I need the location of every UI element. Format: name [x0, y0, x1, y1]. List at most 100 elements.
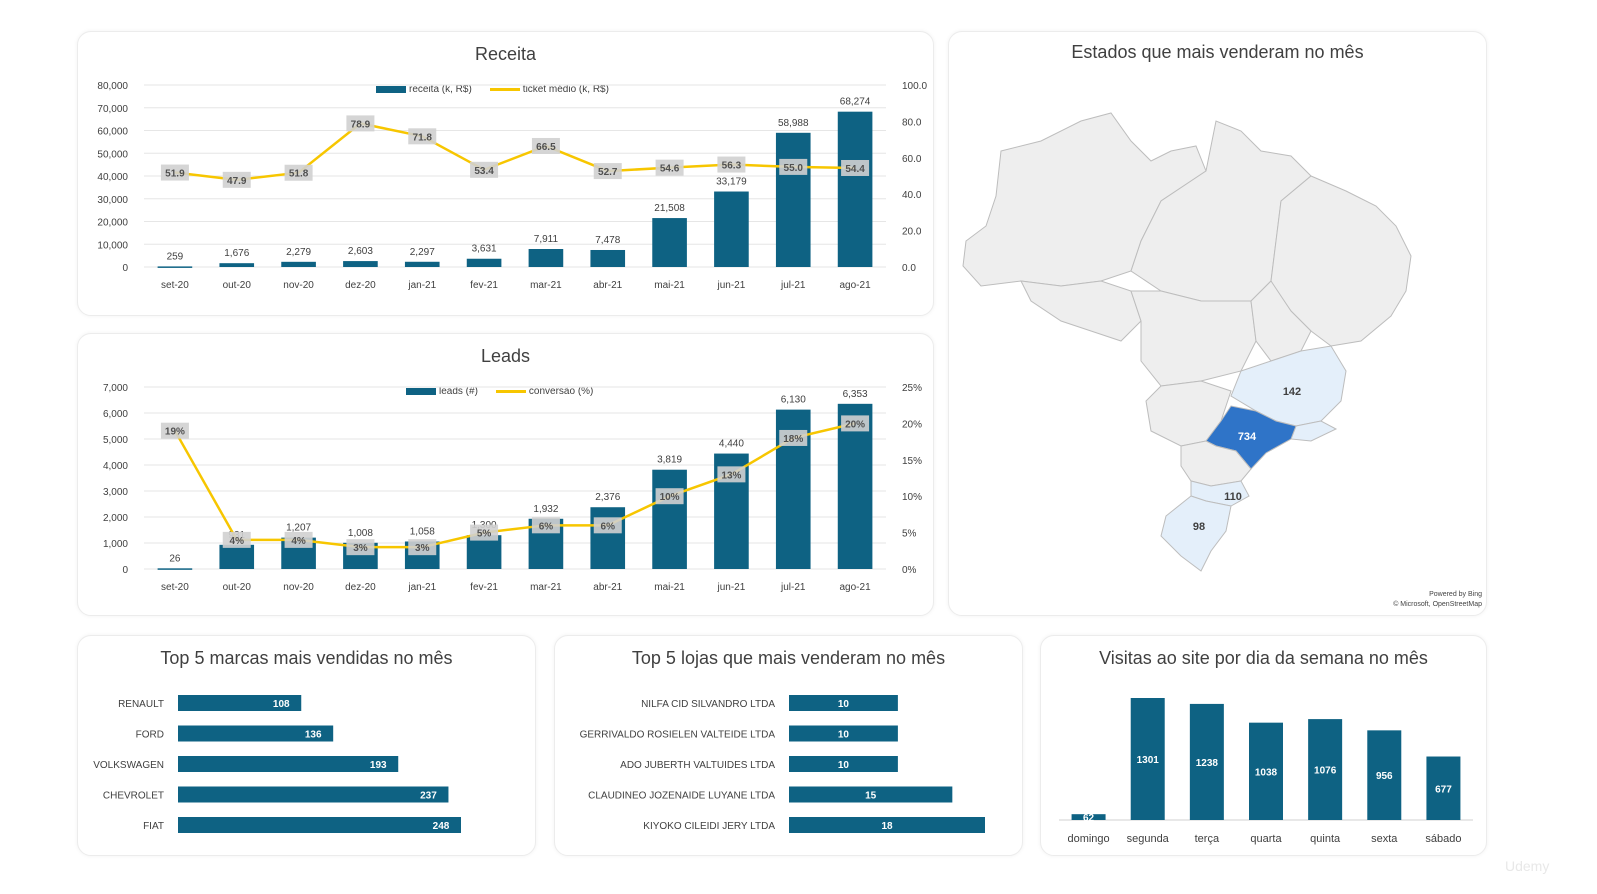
line-value-label: 4% — [230, 536, 245, 547]
x-tick-label: quinta — [1310, 833, 1341, 845]
line-value-label: 54.6 — [660, 164, 680, 175]
brazil-map: 734 142 110 98 — [962, 112, 1412, 572]
y-tick-label: 70,000 — [97, 104, 128, 115]
bar — [789, 786, 953, 803]
x-tick-label: jan-21 — [407, 582, 436, 593]
x-tick-label: segunda — [1127, 833, 1170, 845]
legend-line-item: ticket médio (k, R$) — [489, 84, 609, 95]
map-attribution: Powered by Bing © Microsoft, OpenStreetM… — [1393, 590, 1482, 610]
line-value-label: 51.8 — [289, 169, 309, 180]
bar — [178, 817, 461, 833]
bar-value-label: 1,932 — [533, 504, 558, 515]
x-tick-label: abr-21 — [593, 280, 622, 291]
y-tick-label: 0 — [122, 263, 128, 274]
line-label-box — [717, 466, 746, 483]
line-label-box — [470, 161, 499, 178]
bar — [789, 695, 898, 711]
y2-tick-label: 0.0 — [902, 263, 916, 274]
bar-value-label: 1,676 — [224, 248, 249, 259]
receita-title: Receita — [474, 44, 537, 64]
line-value-label: 13% — [721, 470, 741, 481]
bar — [404, 261, 440, 267]
line-value-label: 10% — [660, 492, 680, 503]
map-label-rs: 98 — [1193, 521, 1205, 533]
marcas-card: Top 5 marcas mais vendidas no mês RENAUL… — [77, 635, 536, 856]
bar-value-label: 10 — [838, 760, 850, 771]
x-tick-label: terça — [1195, 833, 1220, 845]
line-label-box — [284, 531, 313, 548]
bar — [219, 544, 255, 569]
x-tick-label: jul-21 — [780, 280, 806, 291]
x-tick-label: domingo — [1067, 833, 1109, 845]
bar — [219, 263, 255, 267]
x-tick-label: ago-21 — [840, 582, 872, 593]
map-label-sc: 110 — [1224, 491, 1242, 503]
map-state-go — [1250, 280, 1312, 362]
line-value-label: 18% — [783, 434, 803, 445]
lojas-chart: NILFA CID SILVANDRO LTDA 10 GERRIVALDO ROS… — [580, 695, 985, 833]
bar-value-label: 956 — [1376, 771, 1393, 782]
line-value-label: 3% — [415, 543, 430, 554]
visitas-chart: 62 domingo 1301 segunda 1238 terça 1038 quarta 1… — [1059, 698, 1473, 845]
line-value-label: 51.9 — [165, 169, 185, 180]
y-tick-label: 2,000 — [103, 513, 128, 524]
line-value-label: 6% — [539, 521, 554, 532]
legend-bar-item: receita (k, R$) — [376, 84, 472, 95]
line-value-label: 19% — [165, 427, 185, 438]
map-state-pr — [1180, 440, 1252, 487]
bar — [1426, 756, 1461, 820]
bar-value-label: 2,603 — [348, 246, 373, 257]
y-tick-label: 0 — [122, 565, 128, 576]
category-label: RENAULT — [118, 699, 164, 710]
x-tick-label: jan-21 — [407, 280, 436, 291]
y-tick-label: 50,000 — [97, 149, 128, 160]
bar-value-label: 21,508 — [654, 203, 685, 214]
legend-line-swatch — [489, 88, 520, 91]
bar-value-label: 1,008 — [348, 528, 373, 539]
bar — [789, 756, 898, 772]
bar — [1130, 698, 1165, 820]
bar-value-label: 68,274 — [840, 97, 871, 108]
line-value-label: 66.5 — [536, 142, 556, 153]
bar — [590, 249, 626, 267]
bar-value-label: 6,130 — [781, 395, 806, 406]
y-tick-label: 40,000 — [97, 172, 128, 183]
line-value-label: 71.8 — [413, 132, 433, 143]
bar — [343, 261, 378, 267]
leads-chart: 0 1,000 2,000 3,000 4,000 5,000 6,000 7,000 0% 5%… — [103, 383, 922, 593]
bar-value-label: 108 — [273, 699, 290, 710]
map-attribution-bing: Powered by Bing — [1429, 591, 1482, 598]
map-state-west — [1020, 280, 1142, 342]
bar — [1189, 703, 1224, 820]
bar — [466, 535, 502, 569]
x-tick-label: dez-20 — [345, 280, 376, 291]
x-tick-label: jun-21 — [717, 582, 746, 593]
bar-value-label: 1238 — [1196, 758, 1219, 769]
x-tick-label: mai-21 — [654, 582, 685, 593]
y-tick-label: 20,000 — [97, 218, 128, 229]
bar — [789, 725, 898, 742]
bar — [466, 258, 502, 267]
line-label-box — [841, 415, 870, 432]
x-tick-label: jul-21 — [780, 582, 806, 593]
map-title: Estados que mais venderam no mês — [1071, 42, 1364, 62]
category-label: NILFA CID SILVANDRO LTDA — [641, 699, 775, 710]
x-tick-label: set-20 — [161, 280, 189, 291]
y2-tick-label: 40.0 — [902, 190, 922, 201]
legend-bar-label: leads (#) — [439, 386, 478, 397]
x-tick-label: sábado — [1425, 833, 1461, 845]
line-label-box — [593, 163, 622, 180]
bar-value-label: 26 — [169, 553, 181, 564]
series-line — [173, 422, 856, 549]
line-value-label: 3% — [353, 543, 368, 554]
x-tick-label: nov-20 — [283, 582, 314, 593]
bar-value-label: 1,207 — [286, 523, 311, 534]
line-value-label: 4% — [291, 536, 306, 547]
bar-value-label: 248 — [433, 821, 450, 832]
bar — [714, 191, 749, 267]
receita-chart: 0 10,000 20,000 30,000 40,000 50,000 60,000 70,… — [97, 81, 927, 291]
bar-value-label: 237 — [420, 791, 437, 802]
x-tick-label: nov-20 — [283, 280, 314, 291]
bar-value-label: 1301 — [1137, 755, 1160, 766]
category-label: CHEVROLET — [103, 791, 164, 802]
